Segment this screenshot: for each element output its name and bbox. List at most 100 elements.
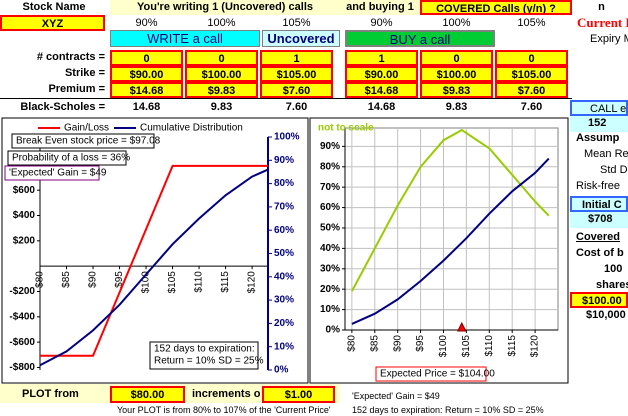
covered-answer[interactable]: n [598,1,605,13]
y-tick-label: 90% [320,141,340,152]
y2-tick-label: 0% [274,365,289,376]
y-tick-label: -$200 [9,286,35,297]
x-tick-label: $110 [484,335,495,357]
annotation: Return = 10% SD = 25% [154,356,264,367]
percent: 100% [442,17,471,29]
black-scholes: 9.83 [445,101,468,113]
row-label: Black-Scholes = [20,101,105,113]
increments-input[interactable]: $1.00 [262,386,335,403]
y-tick-label: 40% [320,243,340,254]
contracts-input[interactable]: 0 [420,50,493,66]
y-tick-label: 50% [320,223,340,234]
side-cell: CALL e [570,100,628,116]
x-tick-label: $105 [167,271,178,294]
expected-price-marker [456,321,467,332]
series-line [40,164,268,357]
premium-input[interactable]: $14.68 [345,82,418,98]
side-cell: Risk-free [576,180,621,192]
side-cell: Assump [576,132,620,144]
x-tick-label: $80 [347,335,358,352]
annotation-box [11,133,155,149]
side-cell: Mean Re [584,148,628,160]
y-tick-label: -$400 [9,311,35,322]
percent: 90% [135,17,158,29]
series-line [351,128,550,292]
y2-tick-label: 70% [274,202,294,213]
stock-input[interactable]: XYZ [0,15,105,31]
x-tick-label: $80 [35,271,46,288]
strike-input[interactable]: $100.00 [185,66,258,82]
note: 152 days to expiration: Return = 10% SD … [352,405,544,415]
contracts-input[interactable]: 1 [345,50,418,66]
y2-tick-label: 50% [274,248,294,259]
row-label: # contracts = [36,51,105,63]
contracts-input[interactable]: 1 [260,50,333,66]
y2-tick-label: 20% [274,318,294,329]
premium-input[interactable]: $9.83 [420,82,493,98]
x-tick-label: $110 [194,271,205,293]
black-scholes: 14.68 [132,101,161,113]
premium-input[interactable]: $7.60 [260,82,333,98]
percent: 105% [517,17,546,29]
x-tick-label: $115 [507,335,518,357]
y-tick-label: 30% [320,263,340,274]
annotation: Expected Price = $104.00 [380,369,495,380]
plot-from-input[interactable]: $80.00 [110,386,185,403]
y2-tick-label: 80% [274,178,294,189]
plot-area [344,127,559,331]
annotation: 152 days to expiration: [154,344,255,355]
annotation-box [7,150,127,166]
note: 'Expected' Gain = $49 [352,391,440,401]
subtitle: not to scale [318,123,374,134]
x-tick-label: $100 [141,271,152,294]
strike-input[interactable]: $90.00 [110,66,183,82]
row-label: Premium = [48,83,105,95]
strike-input[interactable]: $90.00 [345,66,418,82]
y-tick-label: -$800 [9,362,35,373]
x-tick-label: $120 [530,335,541,358]
y-tick-label: 80% [320,161,340,172]
y-tick-label: 70% [320,182,340,193]
write-button[interactable]: WRITE a call [110,30,260,47]
side-cell[interactable]: $100.00 [570,292,628,308]
percent: 100% [207,17,236,29]
x-tick-label: $120 [247,271,258,294]
y-tick-label: -$600 [9,337,35,348]
strike-input[interactable]: $105.00 [260,66,333,82]
contracts-input[interactable]: 0 [185,50,258,66]
side-cell: $708 [570,212,628,228]
annotation-box [375,366,487,382]
y2-tick-label: 90% [274,155,294,166]
y-tick-label: 20% [320,284,340,295]
note: Your PLOT is from 80% to 107% of the 'Cu… [117,405,331,415]
contracts-input[interactable]: 0 [495,50,568,66]
y2-tick-label: 40% [274,271,294,282]
side-cell: shares [596,279,628,291]
x-tick-label: $90 [88,271,99,288]
label: PLOT from [22,388,79,400]
side-cell: Initial C [570,196,628,212]
label: increments of [192,388,260,400]
buy-button[interactable]: BUY a call [345,30,495,47]
annotation: 'Expected' Gain = $49 [9,168,107,179]
strike-input[interactable]: $105.00 [495,66,568,82]
premium-input[interactable]: $9.83 [185,82,258,98]
y2-tick-label: 10% [274,341,294,352]
x-tick-label: $100 [438,335,449,358]
legend-label: Gain/Loss [64,123,109,134]
y-tick-label: 10% [320,304,340,315]
series-line [39,168,269,367]
y-tick-label: 60% [320,202,340,213]
label: Expiry M [590,33,628,45]
annotation-box [4,165,100,181]
side-cell: 100 [604,263,623,275]
annotation: Break Even stock price = $97.08 [16,136,161,147]
contracts-input[interactable]: 0 [110,50,183,66]
black-scholes: 9.83 [210,101,233,113]
annotation: Probability of a loss = 36% [12,153,130,164]
strike-input[interactable]: $100.00 [420,66,493,82]
y-tick-label: 0% [326,325,341,336]
side-cell: Std D [600,164,628,176]
premium-input[interactable]: $7.60 [495,82,568,98]
premium-input[interactable]: $14.68 [110,82,183,98]
